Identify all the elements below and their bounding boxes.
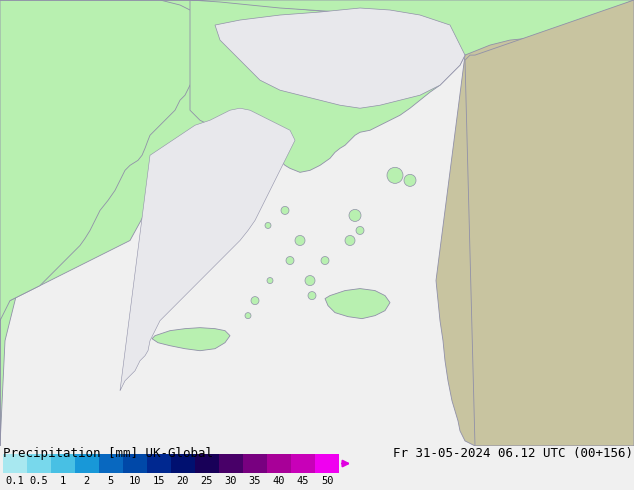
Bar: [243, 454, 267, 473]
Text: 20: 20: [177, 476, 189, 486]
Text: Fr 31-05-2024 06.12 UTC (00+156): Fr 31-05-2024 06.12 UTC (00+156): [392, 447, 633, 460]
Circle shape: [286, 257, 294, 265]
Polygon shape: [120, 108, 295, 391]
Text: 25: 25: [201, 476, 213, 486]
Text: 5: 5: [108, 476, 114, 486]
Circle shape: [345, 236, 355, 245]
Text: Precipitation [mm] UK-Global: Precipitation [mm] UK-Global: [3, 447, 212, 460]
Circle shape: [251, 296, 259, 305]
Text: 50: 50: [321, 476, 333, 486]
Circle shape: [356, 226, 364, 235]
Polygon shape: [0, 0, 215, 446]
Bar: [99, 454, 123, 473]
Circle shape: [281, 206, 289, 215]
Text: 40: 40: [273, 476, 285, 486]
Bar: [315, 454, 339, 473]
Polygon shape: [436, 0, 634, 446]
Text: 45: 45: [297, 476, 309, 486]
Bar: [267, 454, 291, 473]
Bar: [3, 454, 27, 473]
Polygon shape: [0, 0, 271, 311]
Circle shape: [308, 292, 316, 299]
Bar: [75, 454, 99, 473]
Polygon shape: [325, 289, 390, 318]
Text: 0.5: 0.5: [29, 476, 48, 486]
Circle shape: [349, 209, 361, 221]
Circle shape: [245, 313, 251, 318]
Bar: [171, 454, 195, 473]
Polygon shape: [0, 0, 634, 55]
Polygon shape: [152, 328, 230, 351]
Text: 15: 15: [153, 476, 165, 486]
Circle shape: [265, 222, 271, 228]
Bar: [51, 454, 75, 473]
Text: 1: 1: [60, 476, 66, 486]
Circle shape: [404, 174, 416, 186]
Text: 2: 2: [84, 476, 90, 486]
Circle shape: [387, 168, 403, 183]
Text: 35: 35: [249, 476, 261, 486]
Circle shape: [321, 257, 329, 265]
Text: 0.1: 0.1: [5, 476, 24, 486]
Polygon shape: [0, 0, 60, 446]
Bar: [27, 454, 51, 473]
Bar: [147, 454, 171, 473]
Circle shape: [267, 277, 273, 284]
Bar: [219, 454, 243, 473]
Polygon shape: [190, 0, 465, 172]
Bar: [195, 454, 219, 473]
Text: 30: 30: [224, 476, 237, 486]
Circle shape: [295, 236, 305, 245]
Text: 10: 10: [129, 476, 141, 486]
Polygon shape: [465, 0, 634, 446]
Circle shape: [305, 275, 315, 286]
Bar: [291, 454, 315, 473]
Bar: [123, 454, 147, 473]
Polygon shape: [215, 8, 465, 108]
